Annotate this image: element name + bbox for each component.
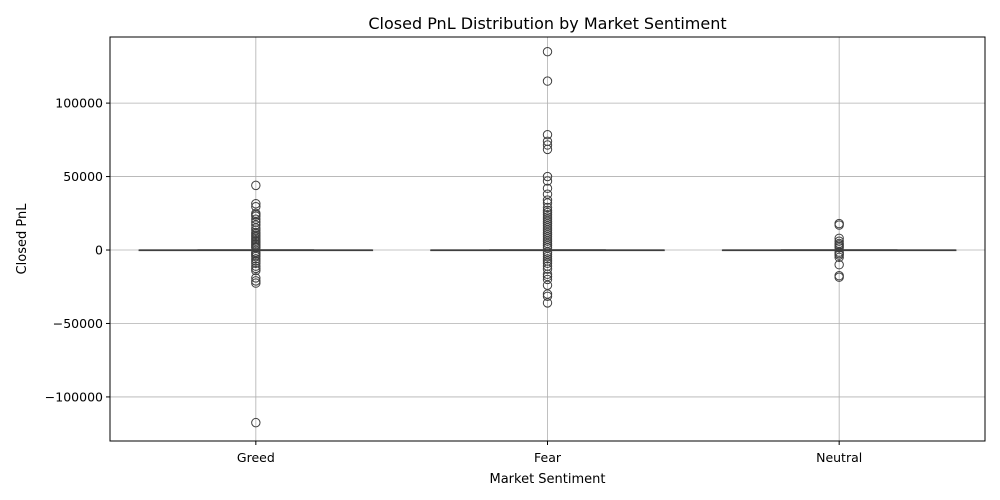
outlier-point (542, 198, 553, 208)
outlier-point (542, 46, 553, 57)
y-tick-label: 100000 (55, 96, 103, 111)
outlier-point (251, 263, 261, 274)
outlier-point (542, 202, 553, 213)
outlier-point (834, 272, 844, 282)
y-tick-label: −50000 (53, 316, 103, 331)
outlier-point (542, 195, 553, 205)
chart-title: Closed PnL Distribution by Market Sentim… (368, 14, 726, 33)
outlier-point (542, 258, 553, 268)
outlier-point (834, 236, 844, 246)
flier-layer (251, 46, 844, 428)
outlier-point (542, 236, 553, 246)
x-tick-label: Fear (534, 450, 562, 465)
outlier-point (542, 251, 553, 262)
outlier-point (251, 278, 261, 288)
outlier-point (542, 269, 553, 279)
outlier-point (542, 254, 553, 264)
x-tick-label: Neutral (816, 450, 862, 465)
outlier-point (542, 291, 553, 301)
outlier-point (834, 252, 844, 263)
outlier-point (542, 176, 553, 186)
outlier-point (251, 258, 261, 268)
outlier-point (251, 254, 261, 264)
outlier-point (834, 250, 844, 260)
y-tick-label: 0 (95, 243, 103, 258)
outlier-point (834, 243, 844, 253)
tick-layer: −100000 −50000 0 50000 100000 Greed Fear Neutra… (45, 96, 862, 465)
outlier-point (542, 298, 553, 308)
outlier-point (542, 264, 553, 274)
outlier-point (542, 183, 553, 194)
y-tick-label: −100000 (45, 389, 103, 404)
outlier-point (251, 417, 261, 428)
x-tick-label: Greed (237, 450, 275, 465)
outlier-point (542, 274, 553, 285)
outlier-point (834, 220, 844, 230)
x-axis-label: Market Sentiment (489, 472, 605, 487)
outlier-point (251, 273, 261, 283)
outlier-point (251, 261, 261, 271)
outlier-point (251, 276, 261, 286)
outlier-point (251, 256, 261, 266)
outlier-point (542, 76, 553, 86)
outlier-point (834, 260, 844, 270)
outlier-point (542, 171, 553, 182)
outlier-point (251, 251, 261, 262)
y-tick-label: 50000 (63, 169, 103, 184)
outlier-point (542, 144, 553, 155)
y-axis-label: Closed PnL (15, 203, 30, 275)
outlier-point (251, 180, 261, 191)
outlier-point (542, 129, 553, 140)
outlier-point (251, 199, 261, 209)
outlier-point (542, 140, 553, 150)
outlier-point (251, 265, 261, 276)
